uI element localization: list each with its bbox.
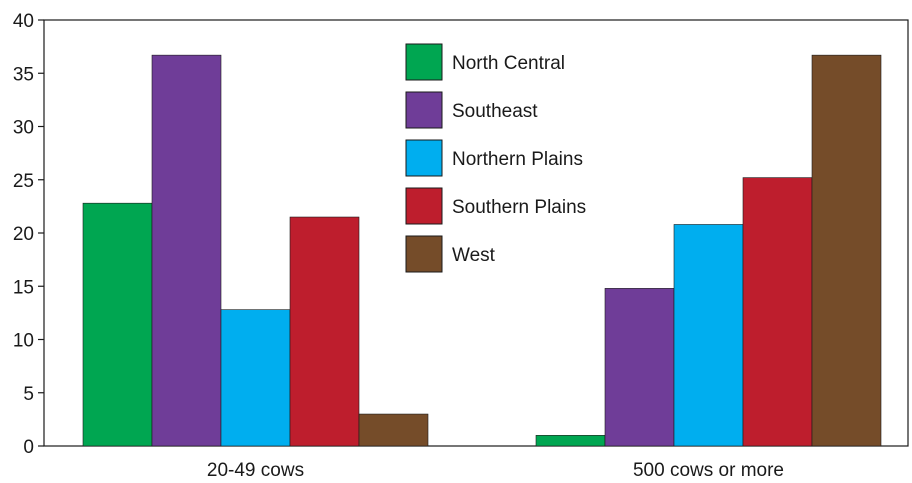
bar-southeast-1 [151,54,222,447]
legend-swatch [405,187,443,225]
legend-label: Northern Plains [452,149,583,170]
legend-label: North Central [452,53,565,74]
bar-southern-plains-2 [742,177,813,447]
bar-northern-plains-2 [673,224,744,447]
y-tick-label: 15 [13,277,34,298]
y-tick-label: 5 [23,384,34,405]
bar-north-central-2 [535,435,606,447]
legend-label: West [452,245,496,266]
y-tick-label: 35 [13,64,34,85]
legend-swatch [405,43,443,81]
y-tick-label: 30 [13,118,34,139]
bar-west-2 [811,54,882,447]
bar-northern-plains-1 [220,309,291,447]
x-category-label: 500 cows or more [633,460,784,481]
legend-label: Southeast [452,101,538,122]
bar-southeast-2 [604,288,675,447]
legend-swatch [405,91,443,129]
legend-label: Southern Plains [452,197,586,218]
y-tick-label: 40 [13,11,34,32]
y-tick-label: 10 [13,331,34,352]
x-category-label: 20-49 cows [207,460,304,481]
bar-southern-plains-1 [289,216,360,447]
y-tick-label: 25 [13,171,34,192]
legend-swatch [405,235,443,273]
bar-north-central-1 [82,202,153,447]
y-tick-label: 0 [23,437,34,458]
y-tick-label: 20 [13,224,34,245]
bar-west-1 [358,413,429,447]
legend-swatch [405,139,443,177]
